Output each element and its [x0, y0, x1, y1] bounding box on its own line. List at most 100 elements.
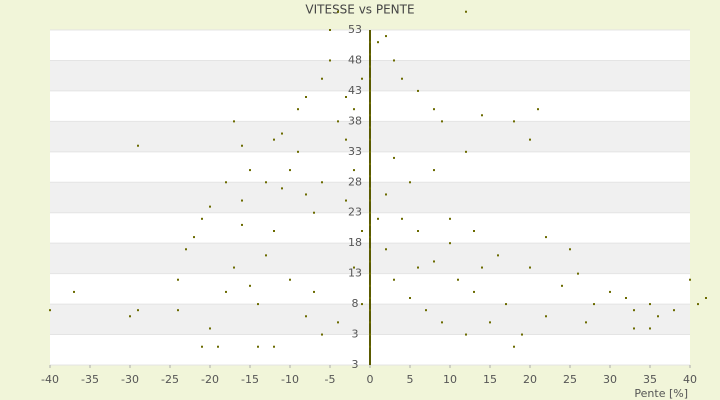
point [337, 120, 339, 123]
point [129, 315, 131, 318]
point [393, 278, 395, 281]
point [185, 248, 187, 251]
point [297, 150, 299, 153]
x-tick-label: 5 [407, 373, 414, 386]
x-tick-label: 0 [367, 373, 374, 386]
point [393, 156, 395, 159]
point [433, 260, 435, 263]
point [201, 217, 203, 220]
point [369, 77, 371, 80]
point [481, 266, 483, 269]
point [513, 120, 515, 123]
point [289, 169, 291, 172]
chart-title: VITESSE vs PENTE [305, 3, 414, 17]
point [649, 303, 651, 306]
point [689, 278, 691, 281]
point [273, 345, 275, 348]
point [401, 77, 403, 80]
point [697, 303, 699, 306]
point [401, 217, 403, 220]
point [273, 138, 275, 141]
point [465, 10, 467, 13]
point [369, 199, 371, 202]
point [225, 181, 227, 184]
point [561, 284, 563, 287]
point [177, 278, 179, 281]
point [441, 120, 443, 123]
point [489, 321, 491, 324]
point [385, 193, 387, 196]
point [441, 321, 443, 324]
point [633, 327, 635, 330]
x-tick-label: 15 [483, 373, 497, 386]
point [369, 309, 371, 312]
point [297, 108, 299, 111]
point [193, 236, 195, 239]
point [257, 303, 259, 306]
point [369, 272, 371, 275]
point [369, 53, 371, 56]
point [369, 138, 371, 141]
x-tick-label: 10 [443, 373, 457, 386]
point [321, 333, 323, 336]
point [537, 108, 539, 111]
point [593, 303, 595, 306]
x-tick-label: 35 [643, 373, 657, 386]
point [345, 138, 347, 141]
point [305, 96, 307, 98]
point [369, 333, 371, 336]
point [497, 254, 499, 257]
point [241, 223, 243, 226]
point [633, 309, 635, 312]
point [137, 309, 139, 312]
point [369, 126, 371, 129]
point [649, 327, 651, 330]
point [329, 29, 331, 31]
point [241, 199, 243, 202]
point [369, 345, 371, 348]
point [409, 181, 411, 184]
point [361, 303, 363, 306]
x-tick-label: -40 [41, 373, 59, 386]
x-tick-label: -30 [121, 373, 139, 386]
point [529, 266, 531, 269]
x-tick-label: -10 [281, 373, 299, 386]
point [345, 96, 347, 98]
point [313, 290, 315, 293]
point [73, 290, 75, 293]
point [369, 175, 371, 178]
x-tick-label: -25 [161, 373, 179, 386]
point [313, 211, 315, 214]
point [361, 230, 363, 232]
point [369, 248, 371, 251]
y-tick-label: 38 [348, 114, 362, 127]
point [673, 309, 675, 312]
point [585, 321, 587, 324]
point [521, 333, 523, 336]
point [225, 290, 227, 293]
point [417, 266, 419, 269]
point [217, 345, 219, 348]
point [329, 59, 331, 62]
point [305, 193, 307, 196]
point [369, 236, 371, 239]
point [385, 248, 387, 251]
point [321, 77, 323, 80]
y-tick-label: 43 [348, 84, 362, 97]
point [369, 187, 371, 190]
point [137, 144, 139, 147]
x-tick-label: -35 [81, 373, 99, 386]
point [369, 41, 371, 44]
point [49, 309, 51, 312]
point [369, 102, 371, 105]
point [305, 315, 307, 318]
y-tick-label: 13 [348, 267, 362, 280]
point [513, 345, 515, 348]
point [505, 303, 507, 306]
y-tick-label: 48 [348, 53, 362, 66]
point [449, 217, 451, 220]
point [369, 150, 371, 153]
point [577, 272, 579, 275]
point [177, 309, 179, 312]
x-tick-label: 20 [523, 373, 537, 386]
